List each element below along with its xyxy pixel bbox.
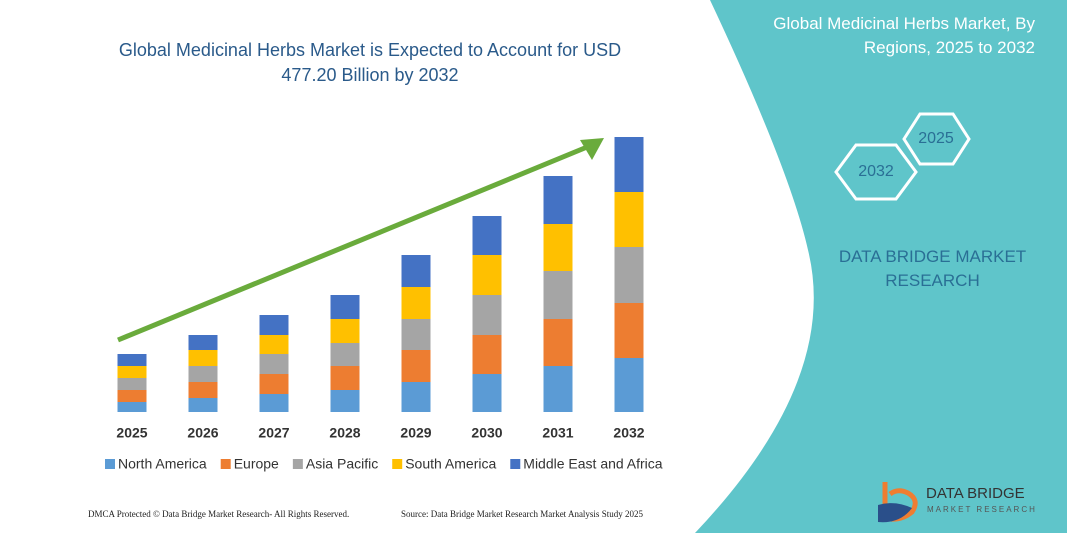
bar-segment [188, 398, 218, 412]
x-tick-label: 2032 [613, 425, 644, 441]
bar-segment [117, 402, 147, 412]
logo-icon [878, 503, 912, 523]
panel-title: Global Medicinal Herbs Market, By Region… [773, 14, 1035, 57]
legend-label: South America [405, 456, 496, 472]
x-tick-label: 2029 [400, 425, 431, 441]
chart-title: Global Medicinal Herbs Market is Expecte… [118, 40, 622, 85]
legend-swatch [392, 459, 403, 469]
bar-segment [472, 216, 502, 255]
bar-segment [330, 390, 360, 412]
bar-segment [401, 382, 431, 412]
bar-segment [614, 137, 644, 192]
bar-segment [472, 335, 502, 374]
bar-segment [614, 358, 644, 412]
bar-segment [259, 335, 289, 354]
bar-segment [472, 374, 502, 412]
bar-segment [614, 192, 644, 247]
bar-segment [543, 319, 573, 366]
hexagon-label: 2025 [918, 130, 954, 147]
arrow-head [580, 138, 604, 160]
bar-segment [543, 366, 573, 412]
x-tick-label: 2030 [471, 425, 502, 441]
bar-segment [259, 354, 289, 374]
legend-swatch [510, 459, 521, 469]
legend-swatch [220, 459, 231, 469]
bar-segment [401, 319, 431, 350]
bar-segment [188, 366, 218, 382]
legend-label: Middle East and Africa [523, 456, 663, 472]
bar-segment [472, 295, 502, 335]
x-tick-label: 2025 [116, 425, 147, 441]
side-panel [695, 0, 1067, 533]
bar-segment [401, 350, 431, 382]
legend-swatch [105, 459, 115, 469]
logo-name: DATA BRIDGE [926, 485, 1025, 502]
hexagon-label: 2032 [858, 163, 894, 180]
hexagon [902, 112, 971, 166]
bar-segment [614, 303, 644, 358]
bar-segment [330, 343, 360, 366]
bar-segment [543, 271, 573, 319]
x-tick-label: 2031 [542, 425, 573, 441]
bar-segment [117, 366, 147, 378]
bar-segment [259, 394, 289, 412]
bar-segment [188, 382, 218, 398]
bar-segment [188, 350, 218, 366]
bar-segment [543, 176, 573, 224]
legend-label: Asia Pacific [306, 456, 378, 472]
bar-segment [188, 335, 218, 350]
bar-segment [259, 374, 289, 394]
trend-arrow [117, 142, 593, 343]
bar-segment [259, 315, 289, 335]
bar-segment [117, 390, 147, 402]
x-tick-label: 2027 [258, 425, 289, 441]
bar-segment [543, 224, 573, 271]
bar-segment [330, 295, 360, 319]
legend-label: Europe [234, 456, 279, 472]
footer-right: Source: Data Bridge Market Research Mark… [401, 509, 643, 519]
bar-segment [401, 255, 431, 287]
bar-segment [117, 378, 147, 390]
footer-left: DMCA Protected © Data Bridge Market Rese… [88, 509, 349, 519]
hexagon [834, 143, 918, 201]
x-tick-label: 2028 [329, 425, 360, 441]
legend-swatch [292, 459, 303, 469]
logo-tagline: MARKET RESEARCH [927, 505, 1037, 514]
bar-segment [401, 287, 431, 319]
bar-segment [117, 354, 147, 366]
bar-segment [330, 366, 360, 390]
x-tick-label: 2026 [187, 425, 218, 441]
legend-label: North America [118, 456, 207, 472]
bar-segment [330, 319, 360, 343]
panel-brand: DATA BRIDGE MARKET RESEARCH [838, 247, 1027, 290]
bar-segment [614, 247, 644, 303]
bar-segment [472, 255, 502, 295]
